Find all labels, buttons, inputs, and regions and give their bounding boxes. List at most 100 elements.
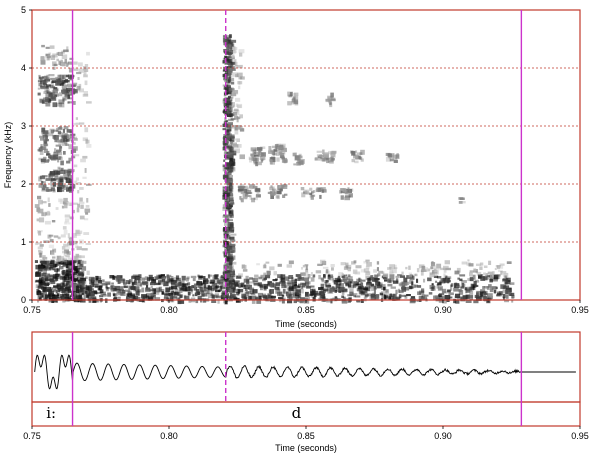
energy-cell bbox=[60, 282, 65, 287]
energy-cell bbox=[325, 98, 328, 101]
energy-cell bbox=[327, 95, 332, 100]
energy-cell bbox=[61, 54, 68, 59]
energy-cell bbox=[77, 261, 84, 264]
energy-cell bbox=[299, 297, 305, 301]
energy-cell bbox=[158, 286, 162, 292]
energy-cell bbox=[289, 92, 293, 97]
energy-cell bbox=[379, 292, 383, 296]
energy-cell bbox=[197, 291, 200, 296]
energy-cell bbox=[344, 289, 347, 292]
energy-cell bbox=[276, 282, 281, 286]
energy-cell bbox=[227, 295, 232, 298]
energy-cell bbox=[171, 280, 177, 286]
energy-cell bbox=[219, 286, 222, 291]
energy-cell bbox=[505, 281, 508, 285]
energy-cell bbox=[294, 278, 297, 283]
energy-cell bbox=[237, 125, 242, 130]
energy-cell bbox=[348, 193, 353, 198]
x-tick-label: 0.75 bbox=[23, 431, 41, 441]
energy-cell bbox=[239, 114, 243, 119]
energy-cell bbox=[61, 84, 68, 89]
energy-cell bbox=[227, 248, 231, 254]
energy-cell bbox=[100, 291, 106, 295]
energy-cell bbox=[104, 281, 111, 285]
energy-cell bbox=[281, 157, 288, 163]
energy-cell bbox=[236, 117, 239, 123]
energy-cell bbox=[492, 276, 498, 282]
energy-cell bbox=[423, 296, 428, 300]
energy-cell bbox=[58, 198, 63, 203]
energy-cell bbox=[74, 256, 77, 260]
energy-cell bbox=[222, 204, 227, 209]
energy-cell bbox=[302, 264, 306, 268]
energy-cell bbox=[75, 122, 80, 125]
energy-cell bbox=[166, 274, 172, 278]
energy-cell bbox=[222, 140, 225, 146]
energy-cell bbox=[433, 273, 437, 277]
energy-cell bbox=[58, 156, 63, 160]
energy-cell bbox=[489, 277, 493, 281]
energy-cell bbox=[312, 190, 316, 193]
energy-cell bbox=[371, 288, 375, 292]
energy-cell bbox=[53, 263, 57, 268]
energy-cell bbox=[239, 128, 245, 132]
energy-cell bbox=[131, 275, 136, 278]
energy-cell bbox=[227, 70, 233, 73]
x-axis-label-top: Time (seconds) bbox=[275, 319, 337, 329]
energy-cell bbox=[443, 269, 447, 273]
energy-cell bbox=[397, 274, 402, 277]
energy-cell bbox=[88, 291, 95, 296]
energy-cell bbox=[58, 167, 62, 171]
energy-cell bbox=[60, 138, 66, 143]
energy-cell bbox=[222, 251, 226, 254]
energy-cell bbox=[252, 149, 257, 154]
energy-cell bbox=[46, 150, 50, 156]
energy-cell bbox=[38, 297, 42, 301]
segment-label: d bbox=[292, 404, 302, 422]
energy-cell bbox=[90, 280, 93, 283]
energy-cell bbox=[160, 279, 163, 283]
energy-cell bbox=[147, 296, 153, 300]
energy-cell bbox=[433, 275, 439, 278]
energy-cell bbox=[43, 257, 48, 260]
energy-cell bbox=[252, 278, 256, 282]
energy-cell bbox=[77, 265, 82, 268]
energy-cell bbox=[85, 138, 88, 144]
segment-label: i: bbox=[46, 404, 56, 422]
energy-cell bbox=[227, 107, 232, 112]
energy-cell bbox=[280, 274, 286, 277]
energy-cell bbox=[45, 46, 50, 49]
energy-cell bbox=[72, 82, 78, 86]
energy-cell bbox=[63, 173, 69, 179]
energy-cell bbox=[65, 74, 69, 78]
energy-cell bbox=[384, 279, 388, 282]
energy-cell bbox=[310, 277, 315, 282]
energy-cell bbox=[416, 268, 420, 273]
energy-cell bbox=[39, 244, 44, 247]
energy-cell bbox=[473, 268, 477, 271]
energy-cell bbox=[234, 129, 239, 135]
energy-cell bbox=[293, 299, 297, 304]
energy-cell bbox=[226, 103, 232, 107]
energy-cell bbox=[317, 263, 323, 266]
energy-cell bbox=[51, 251, 56, 256]
energy-cell bbox=[166, 288, 170, 292]
energy-cell bbox=[237, 288, 244, 293]
energy-cell bbox=[453, 283, 460, 288]
energy-cell bbox=[269, 282, 273, 287]
energy-cell bbox=[224, 262, 230, 266]
energy-cell bbox=[75, 177, 79, 181]
energy-cell bbox=[230, 92, 237, 97]
energy-cell bbox=[281, 277, 285, 282]
energy-cell bbox=[486, 273, 489, 276]
energy-cell bbox=[191, 285, 195, 289]
energy-cell bbox=[131, 276, 136, 280]
energy-cell bbox=[367, 278, 371, 283]
energy-cell bbox=[105, 284, 108, 289]
energy-cell bbox=[66, 46, 69, 52]
energy-cell bbox=[473, 299, 479, 304]
energy-cell bbox=[456, 267, 461, 273]
energy-cell bbox=[414, 273, 418, 277]
energy-cell bbox=[305, 192, 310, 195]
energy-cell bbox=[59, 61, 66, 66]
